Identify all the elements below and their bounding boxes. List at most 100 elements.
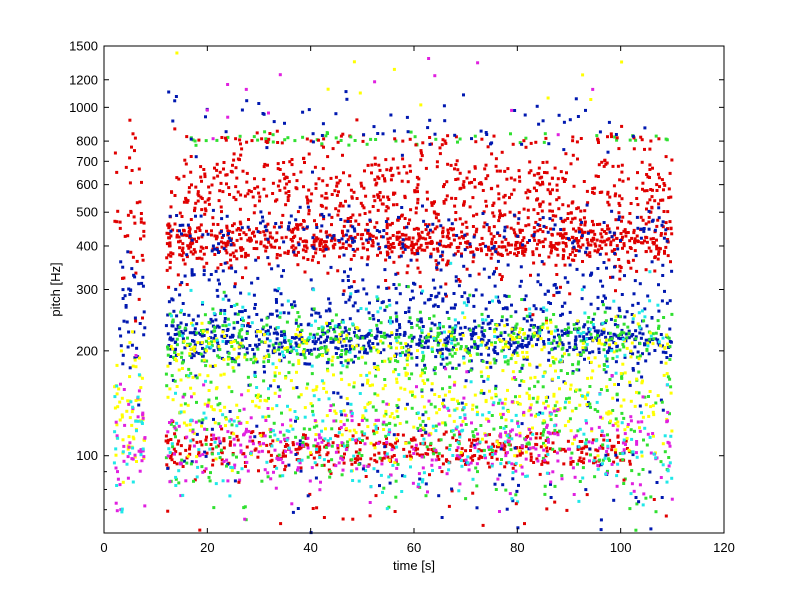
data-point-yellow [205, 349, 208, 353]
data-point-blue [322, 215, 326, 218]
data-point-blue [638, 331, 642, 335]
data-point-green [420, 359, 424, 363]
data-point-yellow [621, 362, 625, 366]
data-point-blue [645, 324, 649, 328]
data-point-blue [342, 253, 346, 257]
data-point-red [627, 220, 631, 224]
data-point-red [431, 230, 435, 234]
data-point-red [199, 245, 203, 249]
data-point-red [351, 213, 355, 217]
data-point-red [549, 251, 553, 255]
data-point-yellow [322, 381, 326, 385]
data-point-red [194, 185, 198, 189]
data-point-green [195, 376, 199, 380]
data-point-blue [642, 229, 646, 233]
data-point-yellow [223, 334, 227, 338]
data-point-magenta [390, 448, 394, 452]
data-point-yellow [251, 399, 254, 403]
data-point-green [180, 355, 183, 359]
data-point-red [368, 210, 372, 214]
data-point-red [291, 443, 295, 447]
data-point-red [496, 251, 500, 255]
data-point-blue [610, 235, 614, 239]
data-point-magenta [388, 430, 392, 434]
data-point-red [189, 245, 192, 249]
data-point-green [235, 455, 238, 459]
data-point-green [471, 430, 475, 434]
data-point-red [197, 226, 201, 230]
data-point-green [579, 353, 583, 357]
data-point-red [538, 224, 542, 227]
data-point-yellow [361, 416, 364, 420]
data-point-red [424, 166, 428, 170]
data-point-blue [136, 355, 140, 359]
data-point-magenta [328, 409, 332, 412]
data-point-red [199, 440, 203, 444]
data-point-red [389, 166, 393, 170]
data-point-yellow [221, 330, 225, 334]
data-point-red [635, 269, 639, 273]
data-point-blue [392, 283, 396, 286]
data-point-yellow [569, 429, 573, 433]
data-point-green [576, 429, 580, 433]
data-point-green [194, 143, 198, 147]
data-point-red [515, 240, 519, 244]
data-point-yellow [485, 366, 489, 370]
data-point-green [301, 441, 305, 444]
data-point-green [615, 138, 619, 142]
data-point-green [437, 332, 441, 336]
data-point-red [178, 452, 182, 456]
data-point-red [181, 242, 185, 246]
data-point-red [396, 231, 399, 235]
data-point-red [262, 165, 266, 169]
data-point-green [230, 423, 234, 427]
data-point-magenta [610, 462, 614, 466]
data-point-red [655, 189, 659, 192]
data-point-red [318, 445, 322, 449]
data-point-red [365, 436, 369, 440]
data-point-red [499, 212, 502, 216]
data-point-red [306, 201, 310, 205]
data-point-yellow [278, 371, 281, 375]
data-point-green [468, 359, 471, 363]
data-point-green [473, 134, 477, 138]
data-point-red [296, 263, 300, 267]
data-point-magenta [263, 434, 267, 438]
data-point-red [535, 181, 539, 185]
data-point-red [348, 174, 352, 178]
data-point-magenta [528, 446, 532, 450]
data-point-magenta [514, 469, 518, 473]
data-point-green [493, 328, 497, 332]
data-point-red [299, 466, 303, 470]
data-point-green [445, 362, 449, 366]
data-point-red [118, 220, 122, 224]
data-point-magenta [536, 459, 540, 463]
data-point-red [371, 241, 375, 245]
data-point-blue [627, 336, 631, 340]
data-point-red [241, 276, 244, 280]
data-point-blue [617, 306, 621, 310]
data-point-blue [351, 248, 355, 251]
data-point-red [388, 442, 392, 446]
data-point-red [373, 225, 377, 229]
data-point-green [670, 312, 674, 316]
data-point-red [251, 439, 255, 443]
data-point-blue [407, 310, 411, 314]
data-point-red [371, 239, 375, 242]
data-point-blue [392, 433, 396, 437]
data-point-magenta [243, 455, 247, 459]
data-point-red [458, 433, 462, 437]
data-point-blue [439, 285, 443, 289]
data-point-red [485, 253, 489, 257]
data-point-red [320, 204, 324, 208]
data-point-blue [211, 319, 215, 323]
data-point-red [130, 169, 134, 172]
data-point-red [635, 186, 639, 190]
data-point-blue [192, 273, 196, 277]
data-point-magenta [668, 444, 672, 448]
data-point-blue [604, 370, 608, 374]
data-point-magenta [247, 429, 251, 433]
data-point-blue [542, 340, 546, 343]
data-point-yellow [538, 363, 542, 367]
data-point-magenta [667, 441, 671, 445]
